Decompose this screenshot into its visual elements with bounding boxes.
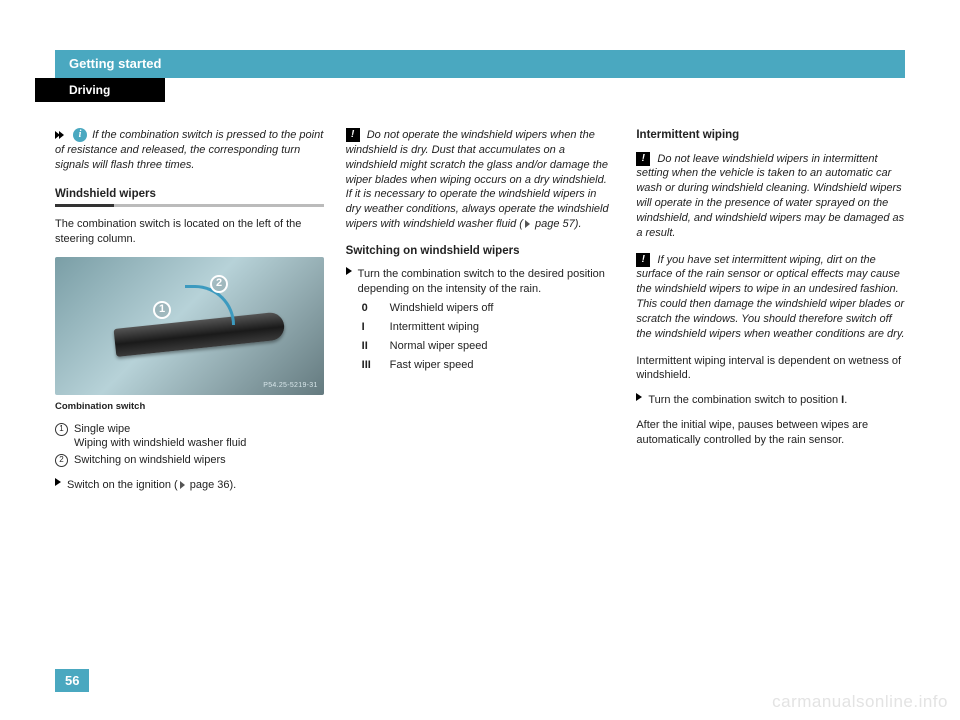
header-section-title: Getting started [55,50,905,71]
instruction-row: Turn the combination switch to the desir… [346,267,615,297]
section-intro: The combination switch is located on the… [55,217,324,247]
step-text-b: page 36). [187,479,237,491]
legend-text-1: Single wipe Wiping with windshield washe… [74,422,246,452]
instruction-text: Turn the combination switch to position … [648,393,847,408]
setting-value-1: Intermittent wiping [390,320,479,335]
warning-text-1b: page 57). [532,218,582,230]
step-bullet-icon [346,267,352,275]
setting-row-3: III Fast wiper speed [362,358,615,373]
setting-value-2: Normal wiper speed [390,339,488,354]
setting-key-0: 0 [362,301,380,316]
info-note-text: If the combination switch is pressed to … [55,129,323,171]
legend-row-1: 1 Single wipe Wiping with windshield was… [55,422,324,452]
callout-1: 1 [153,301,171,319]
warning-note-3: ! If you have set intermittent wiping, d… [636,253,905,342]
warning-icon: ! [636,152,650,166]
setting-row-0: 0 Windshield wipers off [362,301,615,316]
step-bullet-icon [55,478,61,486]
step-text-a: Switch on the ignition ( [67,479,178,491]
callout-2: 2 [210,275,228,293]
warning-icon: ! [636,253,650,267]
header-section-band: Getting started [55,50,905,78]
subsection-title: Intermittent wiping [636,128,905,144]
instruction-text: Turn the combination switch to the desir… [358,267,615,297]
warning-text-2: Do not leave windshield wipers in interm… [636,153,904,239]
header-subsection-band: Driving [35,78,165,102]
legend-1-line1: Single wipe [74,422,246,437]
legend-number-2: 2 [55,454,68,467]
section-title: Windshield wipers [55,187,324,203]
step-bullet-icon [636,393,642,401]
instruction-row: Switch on the ignition ( page 36). [55,478,324,493]
header-band: Getting started Driving [55,50,905,108]
warning-text-1a: Do not operate the windshield wipers whe… [346,129,609,230]
warning-text-3: If you have set intermittent wiping, dir… [636,254,904,340]
image-code: P54.25-5219-31 [263,381,317,390]
warning-icon: ! [346,128,360,142]
setting-row-2: II Normal wiper speed [362,339,615,354]
info-note: i If the combination switch is pressed t… [55,128,324,173]
page-ref-icon [525,220,530,228]
body-text-2: After the initial wipe, pauses between w… [636,418,905,448]
setting-value-0: Windshield wipers off [390,301,494,316]
subsection-title: Switching on windshield wipers [346,244,615,260]
page-number: 56 [55,669,89,692]
section-divider [55,204,324,207]
watermark: carmanualsonline.info [772,692,948,712]
setting-key-2: II [362,339,380,354]
instruction-row: Turn the combination switch to position … [636,393,905,408]
setting-key-1: I [362,320,380,335]
warning-note-2: ! Do not leave windshield wipers in inte… [636,152,905,241]
step3-text-c: . [844,394,847,406]
legend-text-2: Switching on windshield wipers [74,453,226,468]
column-2: ! Do not operate the windshield wipers w… [346,128,615,493]
setting-row-1: I Intermittent wiping [362,320,615,335]
step3-text-a: Turn the combination switch to position [648,394,841,406]
warning-note-1: ! Do not operate the windshield wipers w… [346,128,615,232]
instruction-text: Switch on the ignition ( page 36). [67,478,236,493]
body-text-1: Intermittent wiping interval is dependen… [636,354,905,384]
continuation-marker-icon [55,129,68,141]
info-icon: i [73,128,87,142]
header-subsection-title: Driving [35,78,165,97]
legend-1-line2: Wiping with windshield washer fluid [74,436,246,451]
column-3: Intermittent wiping ! Do not leave winds… [636,128,905,493]
page-content: Getting started Driving i If the combina… [55,50,905,670]
setting-key-3: III [362,358,380,373]
image-caption: Combination switch [55,401,324,414]
illustration: 1 2 P54.25-5219-31 [55,257,324,395]
content-columns: i If the combination switch is pressed t… [55,128,905,493]
legend-row-2: 2 Switching on windshield wipers [55,453,324,468]
column-1: i If the combination switch is pressed t… [55,128,324,493]
legend-number-1: 1 [55,423,68,436]
setting-value-3: Fast wiper speed [390,358,474,373]
page-ref-icon [180,481,185,489]
